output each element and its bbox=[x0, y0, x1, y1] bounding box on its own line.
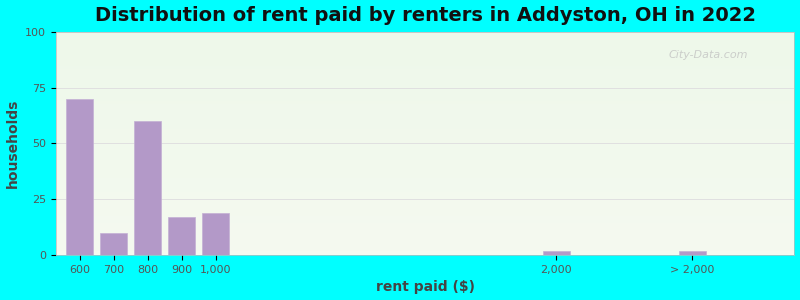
Bar bbox=[100, 233, 127, 255]
Bar bbox=[168, 217, 195, 255]
Y-axis label: households: households bbox=[6, 99, 19, 188]
Text: City-Data.com: City-Data.com bbox=[669, 50, 748, 59]
Bar bbox=[678, 251, 706, 255]
X-axis label: rent paid ($): rent paid ($) bbox=[376, 280, 474, 294]
Title: Distribution of rent paid by renters in Addyston, OH in 2022: Distribution of rent paid by renters in … bbox=[94, 6, 756, 25]
Bar bbox=[134, 121, 162, 255]
Bar bbox=[542, 251, 570, 255]
Bar bbox=[202, 213, 230, 255]
Bar bbox=[66, 99, 94, 255]
